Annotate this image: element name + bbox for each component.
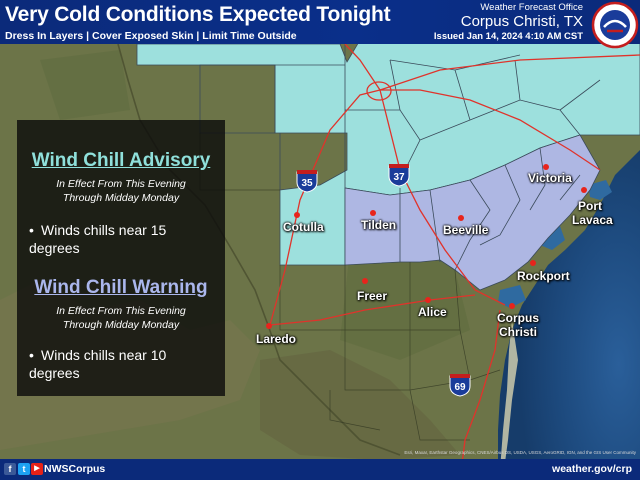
gulf-of-mexico [498, 150, 640, 480]
city-dot-rockport [530, 260, 536, 266]
city-port-lavaca-line1: Port [578, 199, 602, 213]
interstate-69-label: 69 [454, 382, 466, 393]
warning-effect-line1: In Effect From This Evening [56, 305, 186, 317]
interstate-35-shield [296, 170, 318, 193]
city-alice: Alice [418, 305, 447, 319]
warning-bullet-line2: degrees [29, 365, 80, 381]
interstate-37-label: 37 [393, 172, 405, 183]
city-dot-beeville [458, 215, 464, 221]
youtube-icon[interactable]: ▶ [31, 463, 43, 475]
office-name: Corpus Christi, TX [460, 13, 583, 30]
warning-bullet-line1: Winds chills near 10 [41, 347, 167, 363]
interstate-69-shield [449, 374, 471, 397]
header-bar: Very Cold Conditions Expected Tonight Dr… [0, 0, 640, 44]
highways [269, 43, 640, 480]
footer-bar: f t ▶ NWSCorpus weather.gov/crp [0, 459, 640, 480]
advisory-effect-line2: Through Midday Monday [62, 192, 180, 204]
city-dot-freer [362, 278, 368, 284]
city-corpus-christi-line1: Corpus [497, 311, 539, 325]
city-cotulla: Cotulla [283, 220, 324, 234]
city-victoria: Victoria [528, 171, 572, 185]
advisory-effect-line1: In Effect From This Evening [56, 178, 186, 190]
map-attribution: Esri, Maxar, Earthstar Geographics, CNES… [404, 450, 636, 455]
alert-legend-panel: Wind Chill Advisory In Effect From This … [17, 120, 225, 396]
warning-effect-line2: Through Midday Monday [62, 319, 180, 331]
nws-logo-icon [591, 1, 639, 49]
city-dot-laredo [266, 323, 272, 329]
city-dot-alice [425, 297, 431, 303]
page-subtitle: Dress In Layers | Cover Exposed Skin | L… [5, 30, 297, 42]
advisory-bullet-line1: Winds chills near 15 [41, 222, 167, 238]
city-beeville: Beeville [443, 223, 489, 237]
website-link[interactable]: weather.gov/crp [552, 463, 632, 475]
city-dot-tilden [370, 210, 376, 216]
facebook-icon[interactable]: f [4, 463, 16, 475]
issued-timestamp: Issued Jan 14, 2024 4:10 AM CST [433, 31, 583, 42]
office-label: Weather Forecast Office [480, 2, 583, 13]
bullet-dot: • [29, 347, 34, 363]
twitter-icon[interactable]: t [18, 463, 30, 475]
city-rockport: Rockport [517, 269, 570, 283]
city-dot-victoria [543, 164, 549, 170]
city-dot-corpus-christi [509, 303, 515, 309]
city-tilden: Tilden [361, 218, 397, 232]
city-freer: Freer [357, 289, 388, 303]
warning-title: Wind Chill Warning [34, 277, 208, 298]
interstate-35-label: 35 [301, 178, 313, 189]
city-dot-cotulla [294, 212, 300, 218]
city-corpus-christi-line2: Christi [499, 325, 538, 339]
wind-chill-warning-area [344, 134, 601, 291]
bullet-dot: • [29, 222, 34, 238]
page-title: Very Cold Conditions Expected Tonight [5, 3, 391, 26]
city-laredo: Laredo [256, 332, 297, 346]
city-dot-port-lavaca [581, 187, 587, 193]
advisory-title: Wind Chill Advisory [31, 150, 211, 171]
city-port-lavaca-line2: Lavaca [572, 213, 613, 227]
advisory-bullet-line2: degrees [29, 240, 80, 256]
social-handle[interactable]: NWSCorpus [44, 463, 106, 475]
interstate-37-shield [388, 164, 410, 187]
